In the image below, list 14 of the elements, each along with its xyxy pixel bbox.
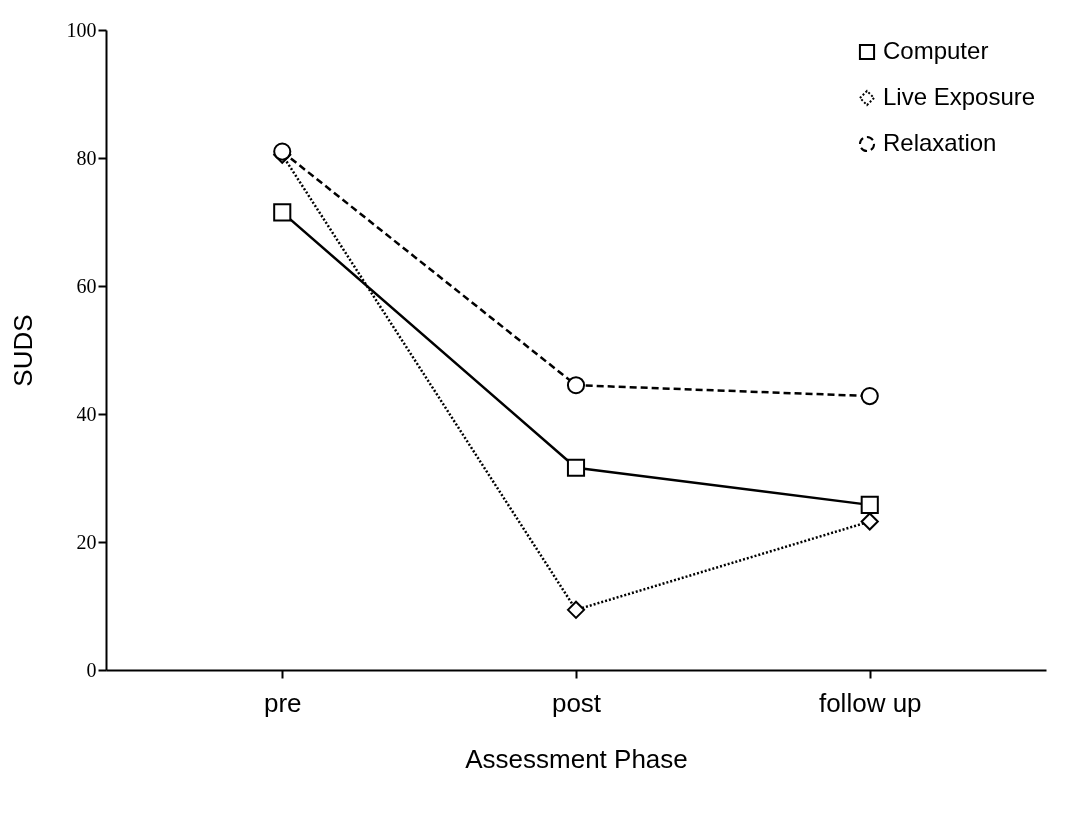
y-axis-title: SUDS [7,314,38,387]
legend-label: Live Exposure [883,83,1036,110]
y-tick-label: 80 [76,146,97,169]
legend-label: Computer [883,37,989,64]
x-tick-label: pre [263,687,302,718]
y-tick-label: 60 [76,274,97,297]
x-axis-title: Assessment Phase [465,743,688,774]
x-tick-label: post [551,687,602,718]
y-tick-label: 40 [76,402,97,425]
y-tick-label: 0 [86,658,97,681]
y-tick-label: 20 [76,530,97,553]
y-tick-label: 100 [66,18,97,41]
x-tick-label: follow up [818,687,922,718]
legend-label: Relaxation [883,129,997,156]
